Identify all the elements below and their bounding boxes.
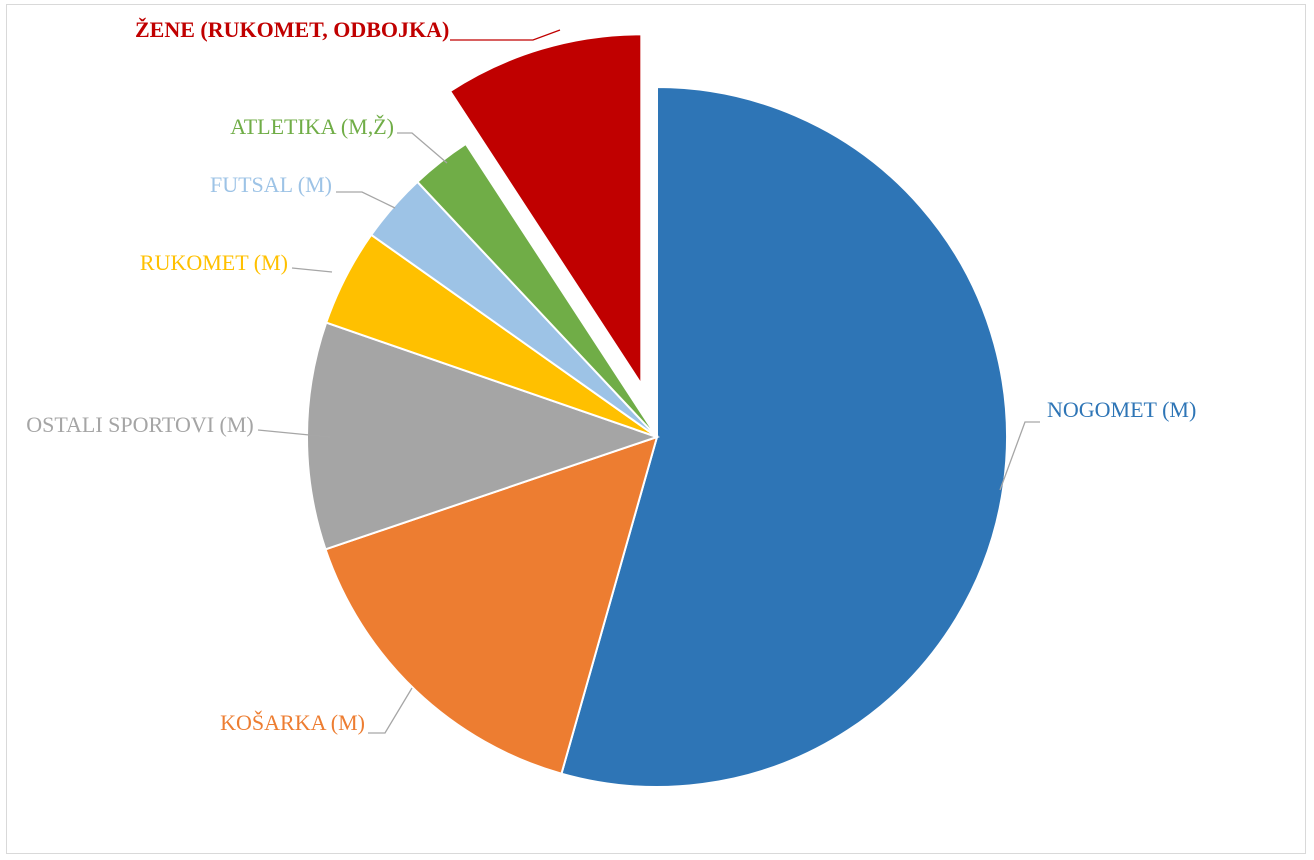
slice-label: KOŠARKA (M): [220, 710, 365, 735]
slice-label: FUTSAL (M): [209, 172, 332, 197]
pie-slice: [324, 435, 659, 775]
slice-label: NOGOMET (M): [1047, 397, 1197, 422]
pie-slice: [306, 321, 661, 551]
pie-slice: [415, 142, 658, 438]
slice-label: ATLETIKA (M,Ž): [230, 114, 394, 139]
pie-slice: [560, 85, 1008, 788]
leader-line: [397, 132, 448, 164]
slice-label: ŽENE (RUKOMET, ODBOJKA): [135, 17, 450, 42]
leader-line: [291, 267, 333, 273]
leader-line: [336, 191, 396, 209]
leader-line: [257, 429, 331, 438]
chart-frame: [6, 4, 1306, 854]
leader-line: [999, 421, 1040, 491]
slice-label: OSTALI SPORTOVI (M): [26, 412, 254, 437]
leader-line: [450, 29, 561, 41]
slice-label: RUKOMET (M): [139, 250, 288, 275]
pie-slice: [448, 33, 643, 388]
leader-line: [368, 687, 413, 734]
